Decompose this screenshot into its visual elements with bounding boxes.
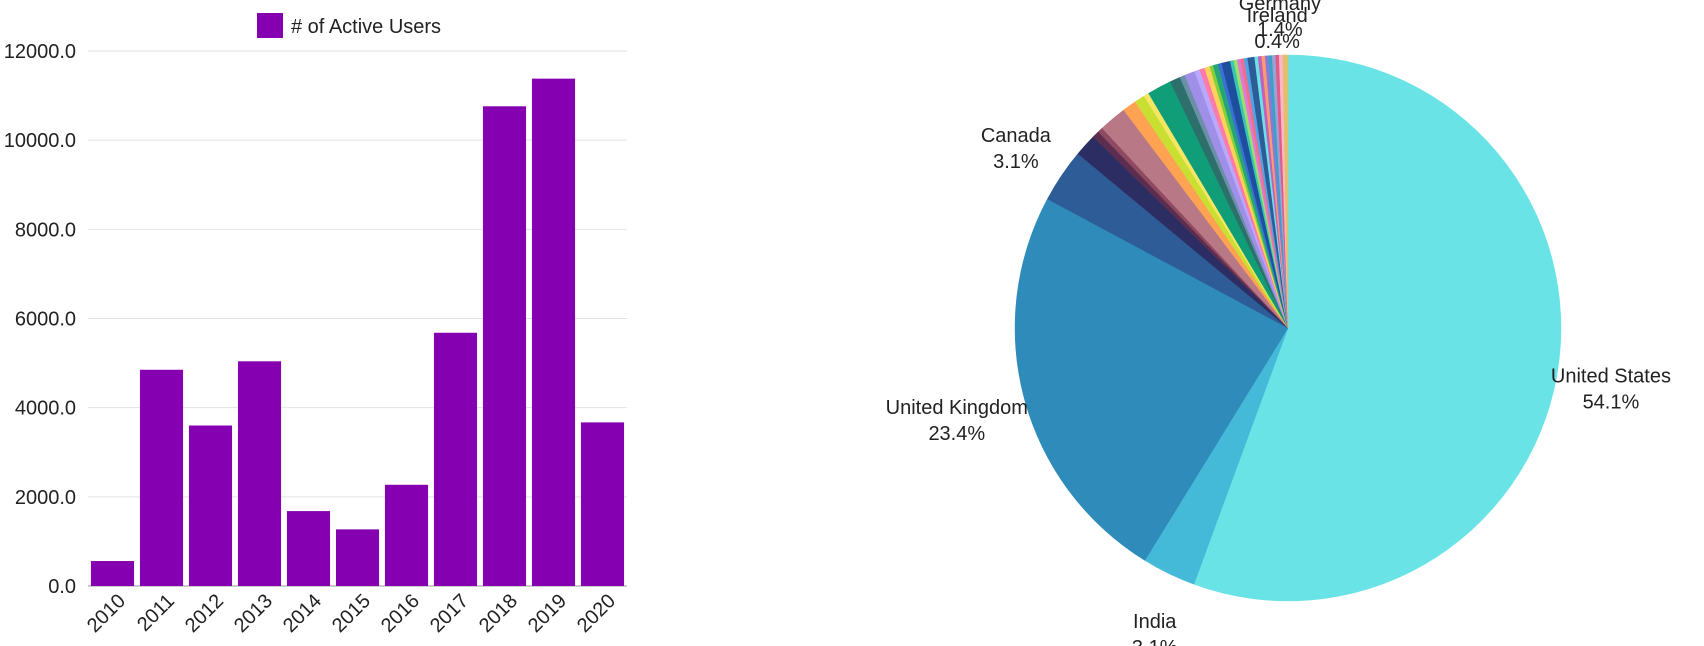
pie-label: Ireland	[1247, 5, 1308, 27]
legend-label: # of Active Users	[291, 16, 441, 38]
x-tick-label: 2015	[328, 590, 375, 637]
x-tick-label: 2010	[83, 590, 130, 637]
y-tick-label: 8000.0	[15, 219, 76, 241]
pie-label: India	[1133, 611, 1177, 633]
bar-chart-bars	[90, 78, 625, 587]
x-tick-label: 2013	[230, 590, 277, 637]
pie-percent-label: 3.1%	[1132, 637, 1178, 646]
x-tick-label: 2011	[133, 590, 179, 636]
bar-chart-y-axis: 0.0 2000.0 4000.0 6000.0 8000.0 10000.0 12000.…	[4, 41, 76, 598]
bar-2020	[580, 422, 625, 586]
pie-label: Canada	[981, 125, 1052, 147]
x-tick-label: 2012	[181, 590, 228, 637]
pie-slice-united-kingdom	[1014, 198, 1289, 561]
pie-slice-united-states	[1193, 54, 1562, 602]
pie-percent-label: 0.4%	[1254, 31, 1300, 53]
bar-chart: 0.0 2000.0 4000.0 6000.0 8000.0 10000.0 12000.…	[4, 13, 627, 637]
bar-2017	[433, 332, 478, 586]
pie-percent-label: 23.4%	[928, 423, 985, 445]
bar-2015	[335, 529, 380, 586]
y-tick-label: 2000.0	[15, 487, 76, 509]
pie-slice-ireland	[1282, 54, 1289, 329]
y-tick-label: 6000.0	[15, 309, 76, 331]
y-tick-label: 0.0	[48, 576, 76, 598]
bar-2013	[237, 361, 282, 586]
pie-percent-label: 1.4%	[1257, 19, 1303, 41]
bar-chart-legend: # of Active Users	[257, 13, 441, 38]
bar-chart-x-axis: 2010 2011 2012 2013 2014 2015 2016 2017 2018 2019…	[83, 590, 620, 637]
pie-percent-label: 54.1%	[1583, 391, 1640, 413]
x-tick-label: 2018	[475, 590, 522, 637]
pie-chart-slices	[1014, 54, 1562, 602]
legend-swatch	[257, 13, 283, 38]
x-tick-label: 2017	[426, 590, 473, 637]
x-tick-label: 2019	[524, 590, 571, 637]
pie-label: Germany	[1239, 0, 1321, 15]
bar-2011	[139, 369, 184, 586]
pie-chart-labels: United States 54.1% India 3.1% United Kingdo…	[886, 0, 1671, 646]
bar-2012	[188, 425, 233, 586]
pie-label: United Kingdom	[886, 397, 1028, 419]
pie-percent-label: 3.1%	[993, 151, 1039, 173]
y-tick-label: 12000.0	[4, 41, 76, 63]
bar-2014	[286, 511, 331, 586]
y-tick-label: 4000.0	[15, 398, 76, 420]
bar-2018	[482, 106, 527, 587]
pie-chart: United States 54.1% India 3.1% United Kingdo…	[886, 0, 1671, 646]
x-tick-label: 2014	[279, 590, 326, 637]
pie-label: United States	[1551, 365, 1671, 387]
bar-2016	[384, 484, 429, 586]
y-tick-label: 10000.0	[4, 130, 76, 152]
x-tick-label: 2016	[377, 590, 424, 637]
x-tick-label: 2020	[573, 590, 620, 637]
bar-2010	[90, 561, 135, 586]
bar-2019	[531, 78, 576, 587]
